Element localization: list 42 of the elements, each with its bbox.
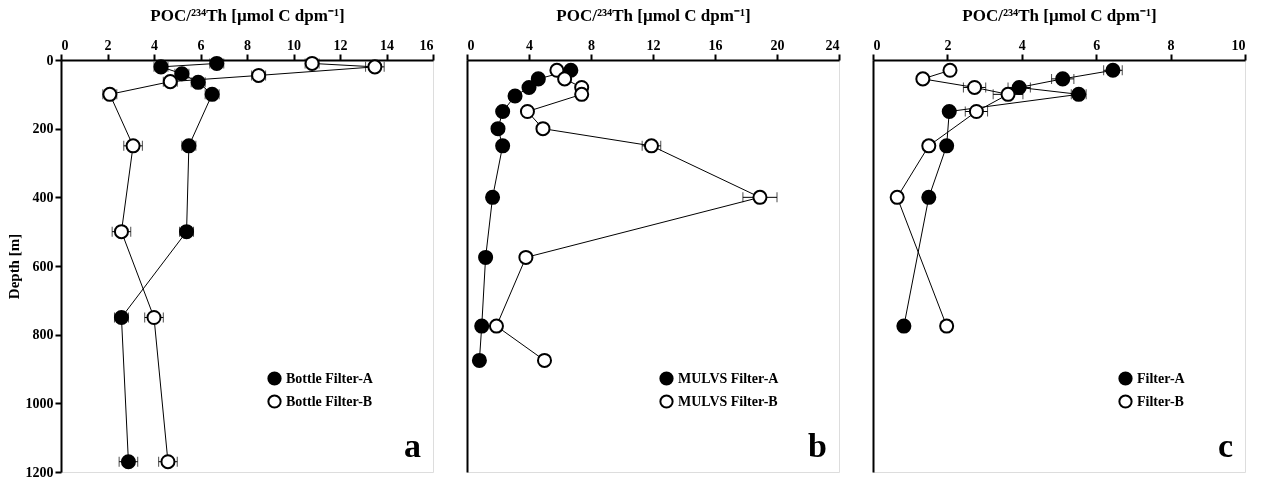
y-tick-label: 0 [46,52,54,68]
y-tick-label: 1000 [25,395,54,411]
annotation: c [1217,427,1233,464]
x-tick-label: 6 [197,37,205,53]
y-axis-title: Depth [m] [5,233,22,300]
x-tick-label: 0 [873,37,881,53]
x-tick-label: 0 [61,37,69,53]
x-tick-label: 4 [151,37,158,53]
x-tick-label: 2 [944,37,952,53]
x-tick-label: 16 [708,37,723,53]
y-tick-label: 1200 [25,464,54,480]
x-tick-label: 16 [419,37,434,53]
legend-label: MULVS Filter-A [678,370,780,386]
x-tick-label: 12 [646,37,661,53]
y-tick-label: 200 [32,121,54,137]
y-tick-label: 600 [32,258,54,274]
legend-label: Filter-A [1137,370,1186,386]
x-tick-label: 4 [1018,37,1026,53]
x-tick-label: 2 [104,37,112,53]
x-tick-label: 8 [244,37,251,53]
annotation: b [808,427,827,464]
legend-label: Filter-B [1137,393,1184,409]
x-tick-label: 20 [770,37,785,53]
x-axis-title: POC/²³⁴Th [µmol C dpm⁻¹] [150,5,345,25]
legend-label: Bottle Filter-B [286,393,373,409]
x-tick-label: 6 [1093,37,1101,53]
y-tick-label: 800 [32,327,54,343]
x-tick-label: 10 [287,37,301,53]
x-tick-label: 10 [1231,37,1246,53]
annotation: a [404,427,421,464]
x-axis-title: POC/²³⁴Th [µmol C dpm⁻¹] [556,5,751,25]
x-tick-label: 8 [1167,37,1175,53]
legend-label: MULVS Filter-B [678,393,778,409]
x-tick-label: 8 [588,37,595,53]
x-tick-label: 24 [825,37,840,53]
x-tick-label: 14 [380,37,394,53]
x-tick-label: 0 [467,37,475,53]
y-tick-label: 400 [32,189,54,205]
x-tick-label: 12 [333,37,348,53]
legend-label: Bottle Filter-A [286,370,374,386]
x-axis-title: POC/²³⁴Th [µmol C dpm⁻¹] [962,5,1157,25]
x-tick-label: 4 [526,37,533,53]
